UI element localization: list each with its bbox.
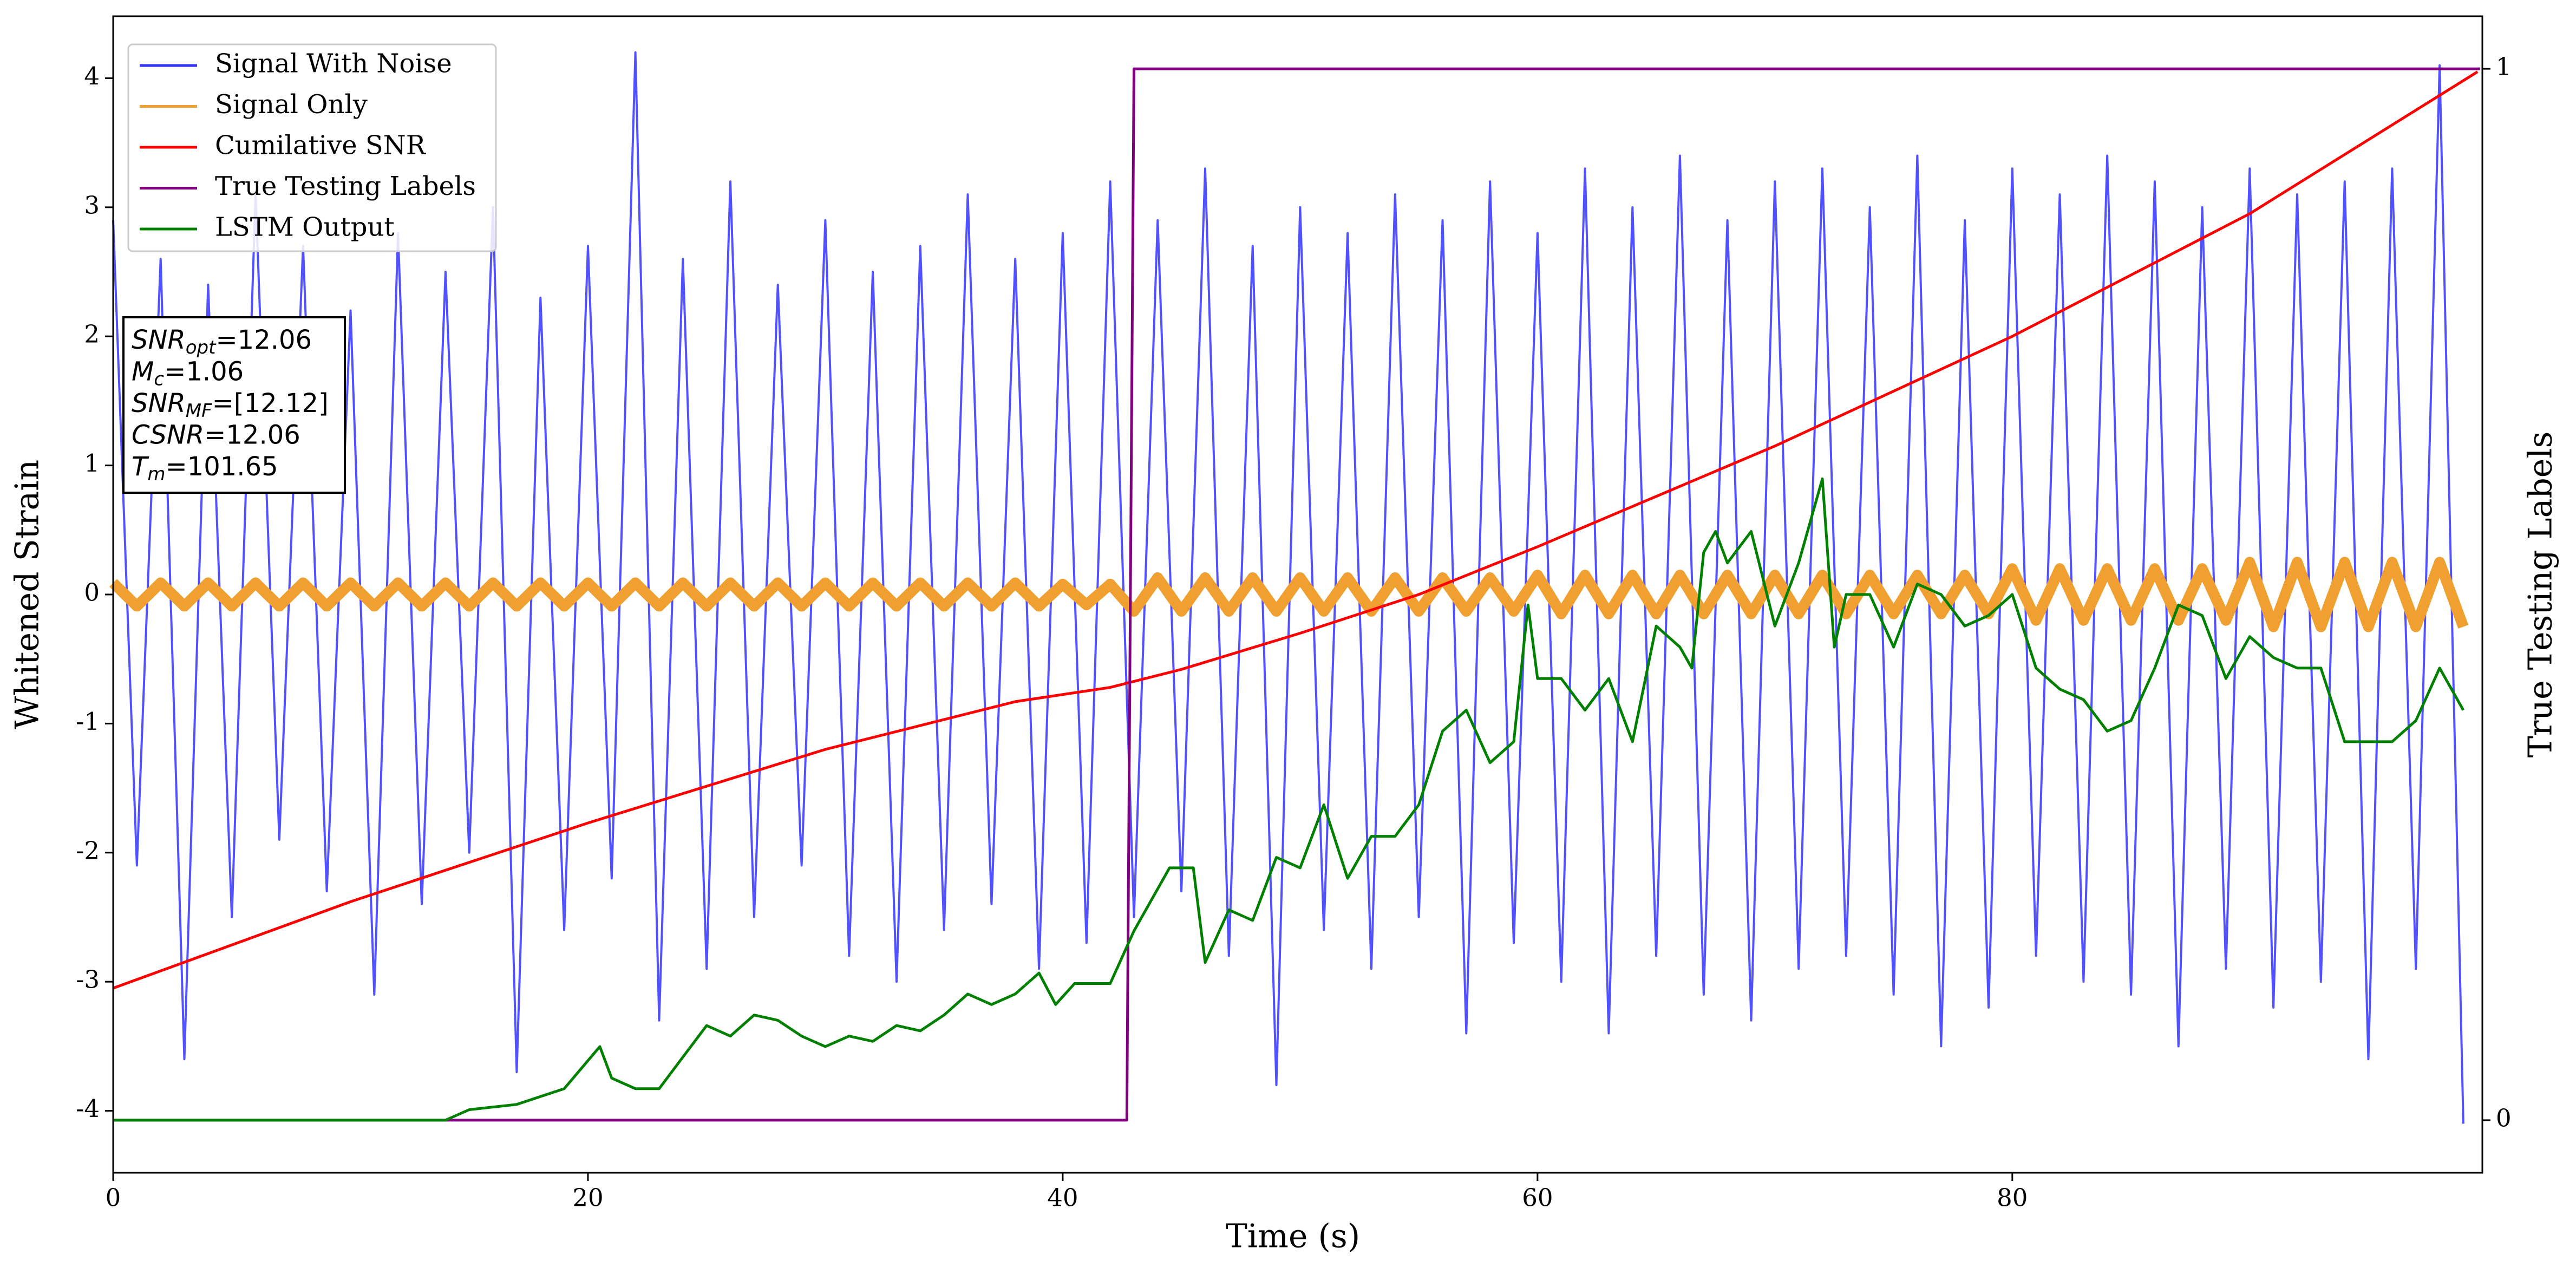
annotation-text: SNRMF=[12.12]: [132, 388, 329, 422]
series-line: [113, 67, 2480, 1122]
legend-label: LSTM Output: [215, 212, 395, 243]
x-tick-label: 40: [1047, 1184, 1078, 1212]
y-tick-label: -4: [76, 1094, 100, 1123]
y-tick-label: 0: [84, 578, 100, 607]
annotation-text: Mc=1.06: [132, 357, 244, 390]
y-tick-label: -1: [76, 707, 100, 736]
y-tick-label: 4: [84, 62, 100, 90]
annotation-symbol: T: [132, 452, 149, 482]
annotation-subscript: MF: [186, 400, 212, 422]
legend-label: Signal With Noise: [215, 49, 452, 79]
y2-tick-label: 1: [2496, 53, 2512, 81]
annotation-value: =101.65: [165, 452, 278, 482]
annotation-value: =12.06: [204, 420, 300, 450]
x-tick-label: 80: [1997, 1184, 2028, 1212]
x-tick-label: 20: [572, 1184, 603, 1212]
legend-label: Signal Only: [215, 89, 368, 120]
y2-axis-label: True Testing Labels: [2522, 432, 2560, 758]
annotation-text: CSNR=12.06: [132, 420, 300, 450]
annotation-value: =1.06: [164, 357, 244, 387]
y-tick-label: 2: [84, 320, 100, 349]
y-tick-label: 1: [84, 449, 100, 478]
annotation-symbol: CSNR: [132, 420, 204, 450]
annotation-subscript: c: [154, 368, 164, 390]
annotation-subscript: m: [147, 463, 165, 485]
y2-tick-label: 0: [2496, 1103, 2512, 1132]
annotation-subscript: opt: [186, 337, 217, 358]
y-tick-label: 3: [84, 191, 100, 219]
y-tick-label: -2: [76, 836, 100, 865]
x-tick-label: 60: [1522, 1184, 1553, 1212]
x-axis-label: Time (s): [1226, 1218, 1360, 1256]
series-line: [113, 70, 2479, 990]
plot-frame: [112, 15, 2483, 1174]
legend-box: [127, 43, 497, 252]
y-tick-label: -3: [76, 965, 100, 994]
legend-label: True Testing Labels: [215, 171, 476, 201]
x-tick-label: 0: [106, 1184, 121, 1212]
annotation-symbol: SNR: [132, 388, 186, 419]
annotation-text: SNRopt=12.06: [132, 325, 312, 358]
annotation-value: =[12.12]: [212, 388, 329, 419]
annotation-value: =12.06: [215, 325, 312, 355]
legend-label: Cumilative SNR: [215, 130, 427, 161]
series-line: [113, 477, 2465, 1122]
annotation-symbol: SNR: [132, 325, 186, 355]
annotation-box: [122, 316, 346, 494]
series-line: [109, 557, 2469, 632]
annotation-text: Tm=101.65: [132, 452, 278, 485]
annotation-symbol: M: [132, 357, 154, 387]
y-axis-label: Whitened Strain: [9, 460, 47, 729]
